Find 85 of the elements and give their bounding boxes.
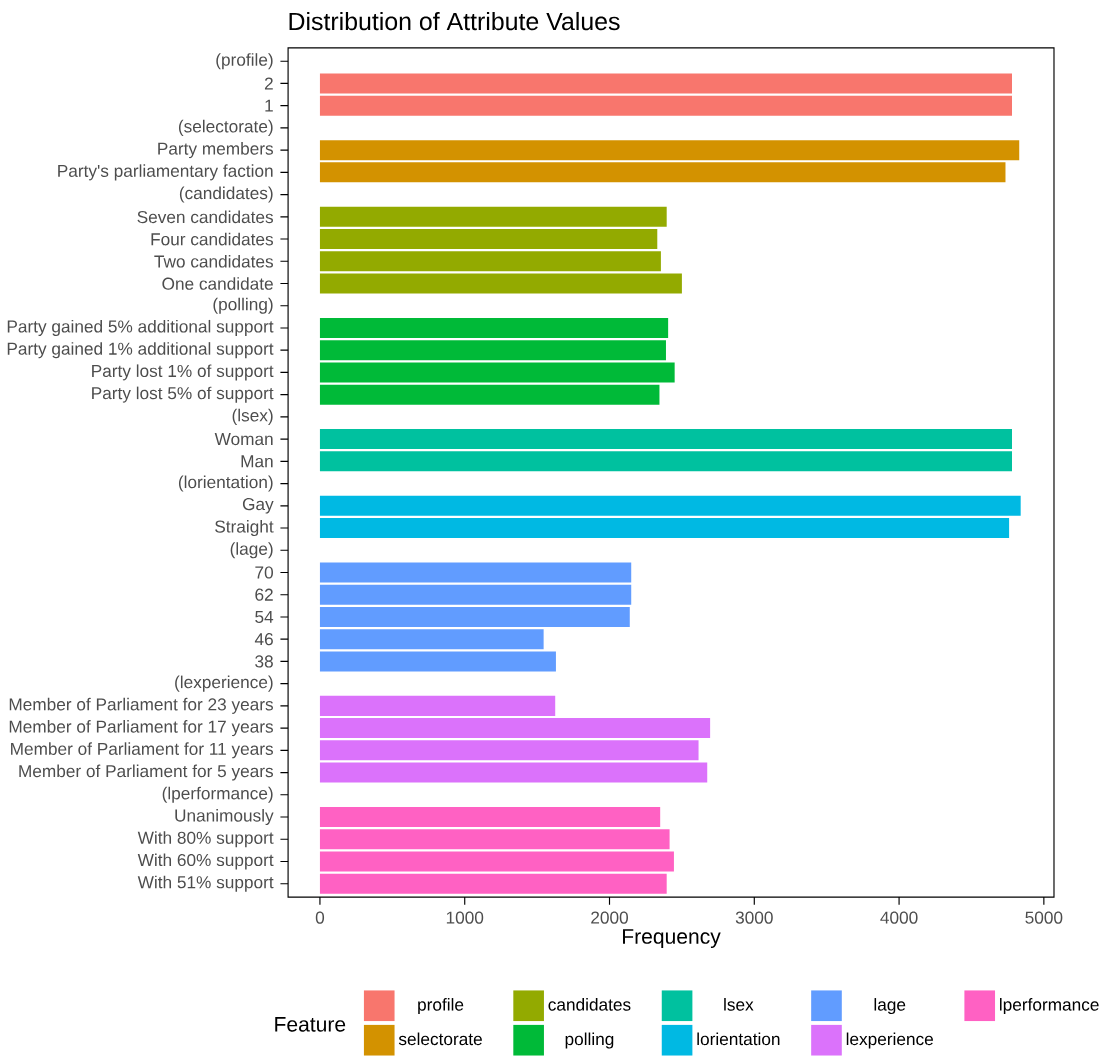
y-tick-label: Man <box>241 455 273 468</box>
y-tick-label: One candidate <box>162 277 273 290</box>
bar <box>319 251 661 272</box>
y-tick-label: Member of Parliament for 17 years <box>9 719 273 736</box>
legend-label: profile <box>418 997 464 1014</box>
y-tick-label: Four candidates <box>151 232 273 246</box>
x-tick-label: 2000 <box>591 911 628 924</box>
y-tick-label: (lexperience) <box>175 675 273 692</box>
chart-title: Distribution of Attribute Values <box>289 11 620 31</box>
y-tick-label: Party gained 5% additional support <box>7 319 274 336</box>
y-tick-label: Unanimously <box>175 808 274 825</box>
bar <box>319 629 544 650</box>
bar <box>319 717 711 738</box>
bar <box>319 584 632 605</box>
y-tick-label: Party gained 1% additional support <box>7 341 274 359</box>
legend-label: lorientation <box>697 1032 780 1046</box>
bar <box>319 228 658 249</box>
bar <box>319 740 699 761</box>
y-tick-label: Party members <box>158 141 274 158</box>
y-tick-label: 54 <box>255 610 274 623</box>
y-tick-label: Woman <box>214 432 273 445</box>
x-axis-title: Frequency <box>623 929 721 948</box>
bar <box>319 851 674 872</box>
y-tick-label: (candidates) <box>179 186 273 203</box>
y-tick-label: 1 <box>265 99 273 112</box>
legend-label: lexperience <box>846 1032 933 1049</box>
bar <box>319 517 1010 538</box>
y-tick-label: (lage) <box>230 542 273 559</box>
y-tick-label: Member of Parliament for 5 years <box>19 764 273 781</box>
y-tick-label: Member of Parliament for 23 years <box>9 697 273 714</box>
y-tick-label: Straight <box>215 519 274 536</box>
y-tick-label: With 51% support <box>137 875 274 892</box>
bar <box>319 606 630 627</box>
y-tick-label: With 80% support <box>137 831 274 848</box>
legend-label: lage <box>874 997 906 1014</box>
bar <box>319 340 666 361</box>
bar <box>319 451 1012 472</box>
x-tick-label: 0 <box>315 911 325 924</box>
bar <box>319 495 1021 516</box>
legend-label: lperformance <box>1000 997 1099 1014</box>
bar <box>319 362 675 383</box>
x-tick-label: 4000 <box>880 911 918 924</box>
bar <box>319 384 660 405</box>
y-tick-label: 62 <box>255 588 273 601</box>
y-tick-label: (lsex) <box>232 408 273 425</box>
legend-label: selectorate <box>398 1032 482 1046</box>
x-tick-label: 3000 <box>735 911 773 924</box>
y-tick-label: (profile) <box>216 53 273 70</box>
y-tick-label: (lperformance) <box>162 786 273 803</box>
y-tick-label: (polling) <box>213 297 273 314</box>
bar <box>319 273 682 294</box>
bar <box>319 206 667 227</box>
bar <box>319 562 632 583</box>
y-tick-label: 46 <box>254 632 273 646</box>
bar <box>319 139 1020 160</box>
bar <box>319 762 708 783</box>
y-tick-label: Gay <box>242 497 274 514</box>
bar <box>319 873 667 894</box>
legend-label: lsex <box>724 997 754 1011</box>
bar <box>319 162 1006 183</box>
bar <box>319 651 556 672</box>
y-tick-label: Party's parliamentary faction <box>58 164 273 181</box>
bar <box>319 317 669 338</box>
legend-label: candidates <box>548 997 631 1011</box>
bar <box>319 73 1012 94</box>
x-tick-label: 5000 <box>1025 911 1063 924</box>
y-tick-label: Two candidates <box>154 254 274 268</box>
y-tick-label: With 60% support <box>137 853 274 870</box>
x-tick-label: 1000 <box>446 911 484 924</box>
y-tick-label: Member of Parliament for 11 years <box>11 742 273 759</box>
y-tick-label: (selectorate) <box>178 119 273 136</box>
y-tick-label: 70 <box>255 566 273 579</box>
legend-label: polling <box>565 1032 614 1049</box>
y-tick-label: Party lost 5% of support <box>92 386 274 403</box>
bar <box>319 806 661 827</box>
bar <box>319 829 670 850</box>
y-tick-label: Seven candidates <box>137 210 273 223</box>
y-tick-label: Party lost 1% of support <box>92 364 274 381</box>
y-tick-label: 2 <box>264 77 273 90</box>
legend-title: Feature <box>275 1016 346 1032</box>
y-tick-label: 38 <box>255 655 273 668</box>
y-tick-label: (lorientation) <box>178 475 273 492</box>
bar <box>319 95 1012 116</box>
bar <box>319 695 556 716</box>
bar <box>319 428 1012 449</box>
